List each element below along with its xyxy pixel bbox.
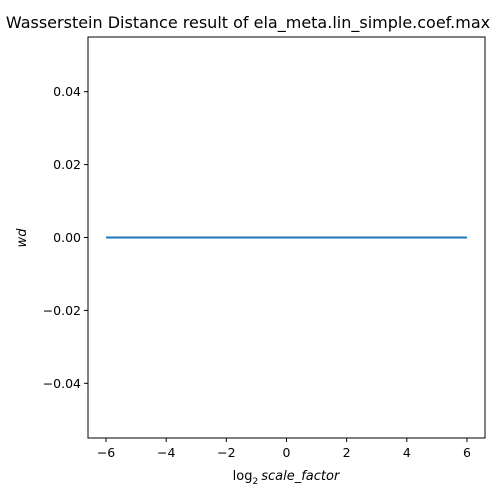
x-axis-label-prefix: log	[233, 469, 253, 484]
y-tick-label: −0.04	[43, 376, 81, 391]
x-axis-label: log2 scale_factor	[233, 469, 341, 487]
x-tick-label: −6	[97, 445, 115, 460]
y-axis-ticks: −0.04 −0.02 0.00 0.02 0.04	[43, 84, 88, 391]
x-axis-label-subscript: 2	[253, 477, 259, 487]
y-axis-label: wd	[15, 228, 30, 248]
y-tick-label: 0.02	[53, 157, 81, 172]
x-tick-label: 2	[343, 445, 351, 460]
y-tick-label: 0.00	[53, 230, 81, 245]
x-tick-label: 4	[403, 445, 411, 460]
y-tick-label: −0.02	[43, 303, 81, 318]
x-tick-label: 6	[463, 445, 471, 460]
x-tick-label: −2	[217, 445, 235, 460]
x-axis-ticks: −6 −4 −2 0 2 4 6	[97, 438, 471, 460]
x-axis-label-variable: scale_factor	[261, 469, 341, 484]
x-tick-label: −4	[157, 445, 175, 460]
x-tick-label: 0	[283, 445, 291, 460]
y-tick-label: 0.04	[53, 84, 81, 99]
chart-title: Wasserstein Distance result of ela_meta.…	[6, 13, 490, 33]
